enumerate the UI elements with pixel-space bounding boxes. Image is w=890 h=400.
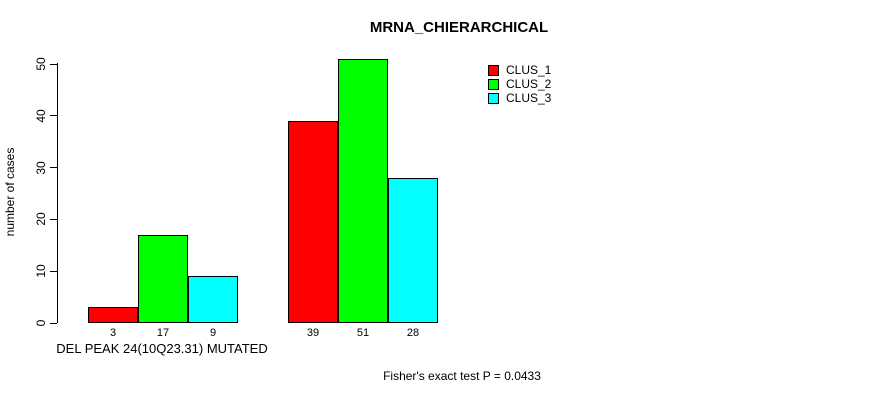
y-tick-mark: [50, 63, 57, 65]
bar-value-label: 28: [406, 327, 420, 339]
annotation-text: Fisher's exact test P = 0.0433: [383, 369, 541, 383]
y-tick-mark: [50, 167, 57, 169]
legend-swatch-icon: [488, 92, 499, 104]
legend-item-clus_1: CLUS_1: [488, 63, 551, 77]
y-tick-label: 30: [34, 160, 48, 175]
legend-label: CLUS_2: [506, 77, 552, 91]
y-tick-label: 40: [34, 109, 48, 123]
bar-clus_2-group2: [338, 59, 388, 323]
y-tick-mark: [50, 218, 57, 220]
x-axis-group-label: DEL PEAK 24(10Q23.31) MUTATED: [56, 341, 268, 356]
bar-value-label: 17: [156, 327, 170, 339]
y-tick-label: 10: [34, 264, 48, 278]
bar-value-label: 51: [356, 327, 370, 339]
bar-value-label: 9: [209, 327, 217, 339]
legend-swatch-icon: [488, 78, 499, 90]
y-tick-mark: [50, 270, 57, 272]
y-tick-mark: [50, 322, 57, 324]
bar-clus_3-group2: [388, 178, 438, 323]
y-axis-line: [57, 63, 58, 323]
bar-clus_1-group1: [88, 307, 138, 323]
bar-clus_1-group2: [288, 121, 338, 323]
legend-swatch-icon: [488, 64, 499, 76]
legend-item-clus_2: CLUS_2: [488, 77, 551, 91]
y-axis-label: number of cases: [3, 147, 17, 237]
legend-label: CLUS_3: [506, 91, 552, 105]
y-tick-label: 20: [34, 212, 48, 227]
bar-clus_3-group1: [188, 276, 238, 323]
legend-label: CLUS_1: [506, 63, 552, 77]
bar-value-label: 3: [109, 327, 117, 339]
bar-clus_2-group1: [138, 235, 188, 323]
y-tick-label: 0: [34, 319, 48, 327]
bar-value-label: 39: [306, 327, 320, 339]
chart-title: MRNA_CHIERARCHICAL: [369, 19, 549, 36]
legend-item-clus_3: CLUS_3: [488, 91, 551, 105]
y-tick-label: 50: [34, 57, 48, 71]
legend: CLUS_1 CLUS_2 CLUS_3: [488, 63, 551, 105]
y-tick-mark: [50, 115, 57, 117]
